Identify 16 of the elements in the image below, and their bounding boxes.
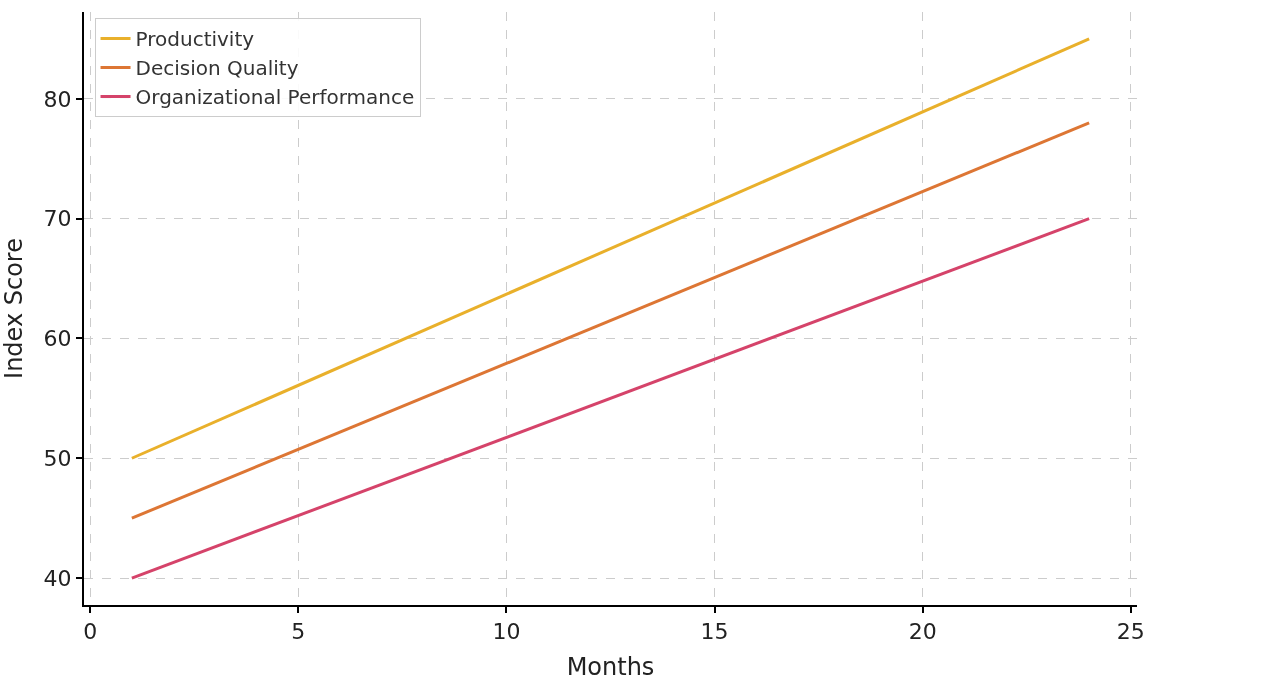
- x-tick-label: 0: [83, 619, 98, 645]
- y-tick-label: 50: [43, 445, 72, 471]
- x-tick-label: 5: [291, 619, 306, 645]
- x-tick-label: 25: [1116, 619, 1145, 645]
- y-tick-label: 60: [43, 326, 72, 352]
- y-tick-label: 70: [43, 206, 72, 232]
- x-tick-label: 10: [492, 619, 521, 645]
- x-tick-label: 20: [908, 619, 937, 645]
- legend-label: Organizational Performance: [135, 85, 415, 110]
- y-axis-title: Index Score: [0, 238, 28, 379]
- y-tick-label: 40: [43, 565, 72, 591]
- y-tick-label: 80: [43, 86, 72, 112]
- legend-label: Productivity: [135, 27, 255, 52]
- x-tick-label: 15: [700, 619, 729, 645]
- x-axis-title: Months: [566, 653, 655, 682]
- legend-label: Decision Quality: [135, 56, 299, 81]
